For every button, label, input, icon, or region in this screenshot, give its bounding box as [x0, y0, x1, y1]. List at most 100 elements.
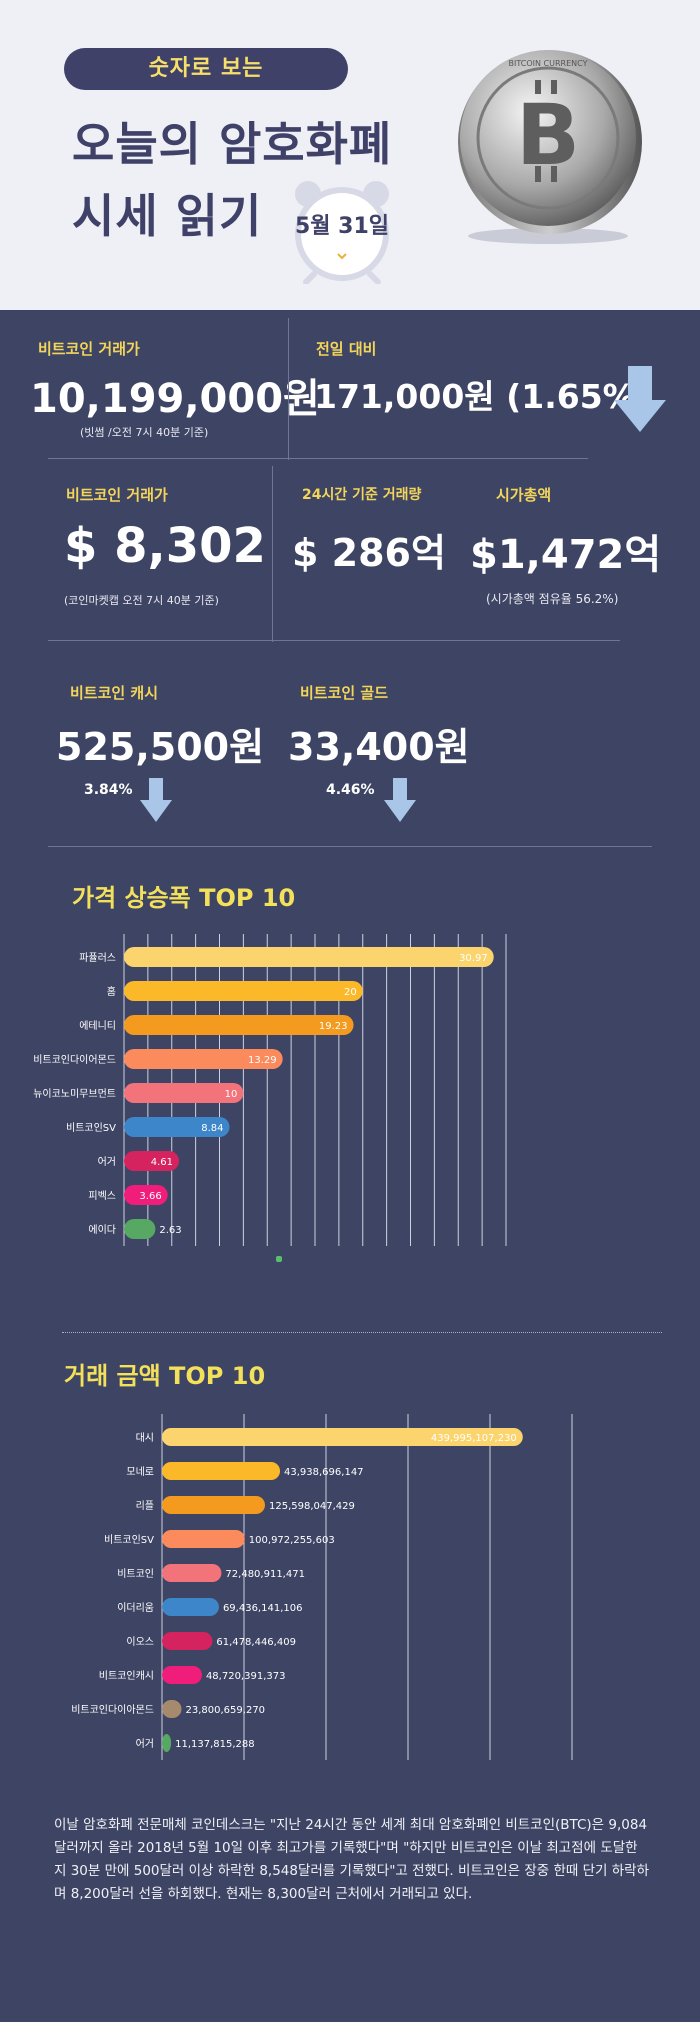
volume-value: $ 286억: [292, 531, 446, 575]
coin-text: BITCOIN CURRENCY: [509, 59, 588, 68]
value-label: 69,436,141,106: [223, 1603, 303, 1614]
btg-pct: 4.46%: [326, 782, 375, 798]
value-label: 72,480,911,471: [225, 1569, 305, 1580]
divider: [48, 846, 652, 847]
bch-pct: 3.84%: [84, 782, 133, 798]
category-label: 이오스: [126, 1636, 154, 1648]
value-label: 4.61: [151, 1157, 173, 1168]
alarm-clock-icon: [295, 181, 389, 284]
bch-label: 비트코인 캐시: [70, 684, 159, 702]
value-label: 439,995,107,230: [431, 1433, 517, 1444]
value-label: 23,800,659,270: [186, 1705, 266, 1716]
bar: [162, 1530, 245, 1548]
value-label: 20: [344, 987, 357, 998]
bar: [162, 1632, 213, 1650]
value-label: 43,938,696,147: [284, 1467, 364, 1478]
btc-krw-label: 비트코인 거래가: [38, 340, 140, 358]
bar: [162, 1700, 182, 1718]
category-label: 어거: [98, 1156, 116, 1168]
btc-usd-value: $ 8,302: [64, 518, 266, 574]
category-label: 비트코인다이어몬드: [33, 1054, 116, 1066]
bar: [162, 1598, 219, 1616]
value-label: 11,137,815,288: [175, 1739, 255, 1750]
divider: [48, 640, 620, 641]
svg-text:B: B: [516, 86, 580, 184]
bar: [162, 1428, 523, 1446]
bar: [124, 1185, 168, 1205]
bar: [124, 981, 363, 1001]
header: 숫자로 보는 오늘의 암호화폐 시세 읽기 5월 31일 B: [0, 0, 700, 310]
chart1-container: 파퓰러스 30.97 홈 20 에테니티 19.23 비트코인다이어몬드 13.29 뉴이코노미…: [0, 920, 700, 1300]
btc-usd-note: (코인마켓캡 오전 7시 40분 기준): [64, 594, 219, 607]
btg-value: 33,400원: [288, 725, 470, 769]
volume-label: 24시간 기준 거래량: [302, 487, 422, 503]
bar: [124, 1151, 180, 1171]
chart1-title: 가격 상승폭 TOP 10: [72, 884, 296, 912]
category-label: 비트코인다이아몬드: [71, 1704, 154, 1716]
category-label: 홈: [107, 985, 116, 998]
prev-day-value: 171,000원 (1.65%): [314, 377, 651, 416]
bch-value: 525,500원: [56, 725, 265, 769]
category-label: 파퓰러스: [79, 952, 116, 964]
prev-day-label: 전일 대비: [316, 340, 377, 358]
value-label: 48,720,391,373: [206, 1671, 286, 1682]
page-title-line2: 시세 읽기: [72, 189, 263, 243]
category-label: 비트코인SV: [66, 1122, 116, 1134]
divider: [48, 458, 588, 459]
btc-krw-note: (빗썸 /오전 7시 40분 기준): [80, 426, 209, 439]
section-divider: [62, 1332, 662, 1333]
value-label: 3.66: [139, 1191, 161, 1202]
value-label: 10: [225, 1089, 238, 1100]
bar: [124, 1015, 354, 1035]
bar: [124, 1049, 283, 1069]
down-arrow-icon: [384, 778, 416, 822]
market-cap-label: 시가총액: [496, 486, 552, 504]
value-label: 13.29: [248, 1055, 277, 1066]
category-label: 피벡스: [88, 1190, 116, 1202]
value-label: 30.97: [459, 953, 488, 964]
value-label: 8.84: [201, 1123, 223, 1134]
bar: [124, 1117, 230, 1137]
category-label: 모네로: [126, 1466, 154, 1478]
category-label: 뉴이코노미무브먼트: [33, 1088, 116, 1100]
bar: [124, 1219, 156, 1239]
category-label: 에테니티: [79, 1020, 116, 1032]
divider: [288, 318, 289, 460]
down-arrow-icon: [140, 778, 172, 822]
category-label: 리플: [136, 1500, 154, 1512]
bar: [162, 1564, 222, 1582]
bitcoin-coin-icon: B BITCOIN CURRENCY: [458, 50, 642, 244]
bar: [162, 1462, 281, 1480]
bar: [124, 947, 494, 967]
page-title-line1: 오늘의 암호화폐: [72, 117, 393, 171]
value-label: 19.23: [319, 1021, 348, 1032]
bar: [124, 1083, 244, 1103]
market-cap-note: (시가총액 점유율 56.2%): [486, 592, 619, 606]
btc-usd-label: 비트코인 거래가: [66, 486, 168, 504]
chart1-svg: 파퓰러스 30.97 홈 20 에테니티 19.23 비트코인다이어몬드 13.29 뉴이코노미…: [33, 934, 507, 1262]
category-label: 이더리움: [117, 1602, 154, 1614]
category-label: 비트코인: [117, 1568, 154, 1580]
category-label: 어거: [136, 1738, 154, 1750]
value-label: 61,478,446,409: [216, 1637, 296, 1648]
value-label: 100,972,255,603: [249, 1535, 335, 1546]
bar: [162, 1496, 265, 1514]
bar: [162, 1734, 172, 1752]
chart2-container: 대시 439,995,107,230 모네로 43,938,696,147 리플 125,…: [0, 1400, 700, 1780]
date-label: 5월 31일: [294, 214, 390, 239]
bar: [162, 1666, 202, 1684]
legend-swatch: [276, 1256, 282, 1262]
chart2-title: 거래 금액 TOP 10: [64, 1362, 266, 1390]
article-paragraph: 이날 암호화폐 전문매체 코인데스크는 "지난 24시간 동안 세계 최대 암호…: [54, 1817, 649, 1902]
market-cap-value: $1,472억: [470, 532, 662, 578]
value-label: 125,598,047,429: [269, 1501, 355, 1512]
header-pill: 숫자로 보는: [64, 48, 348, 90]
value-label: 2.63: [159, 1225, 181, 1236]
divider: [272, 466, 273, 642]
btc-krw-value: 10,199,000원: [30, 376, 320, 422]
category-label: 에이다: [88, 1224, 116, 1236]
category-label: 대시: [136, 1432, 154, 1444]
category-label: 비트코인SV: [104, 1534, 154, 1546]
btg-label: 비트코인 골드: [300, 684, 389, 702]
category-label: 비트코인캐시: [99, 1670, 154, 1682]
